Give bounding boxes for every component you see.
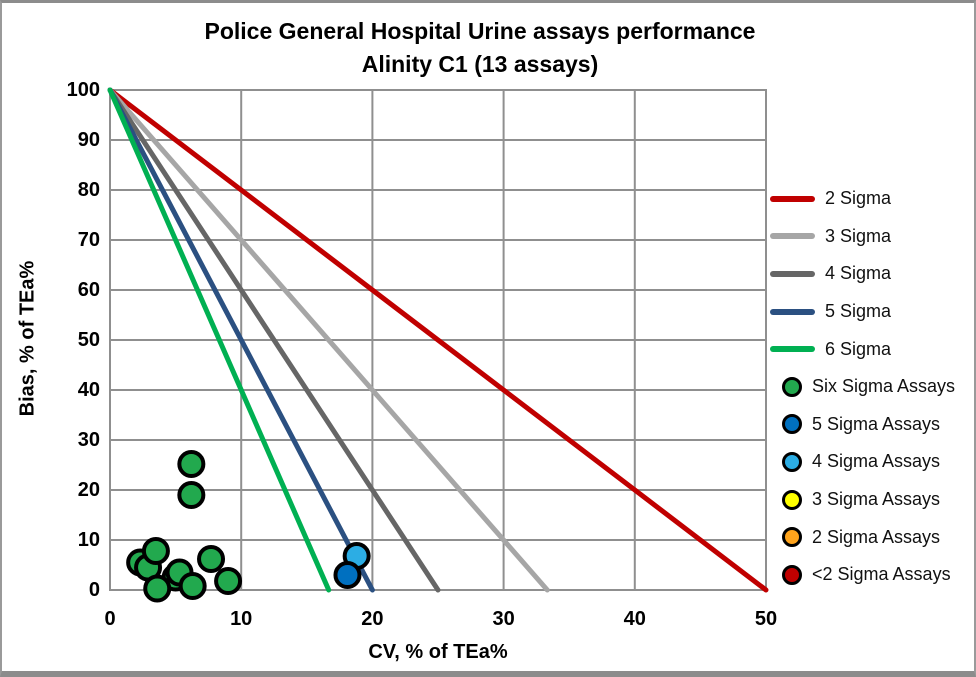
plot-area [107,87,769,603]
legend-marker-swatch [782,489,802,510]
sigma-line-3-sigma [107,87,550,593]
y-tick-label: 20 [77,479,100,501]
y-tick-label: 0 [88,579,100,601]
data-point-six-sigma-assays [197,545,226,573]
data-point-six-sigma-assays [177,481,206,509]
legend-item: 3 Sigma [766,218,974,256]
data-point-six-sigma-assays [177,450,206,478]
y-axis-title: Bias, % of TEa% [16,260,39,417]
legend: 2 Sigma 3 Sigma 4 Sigma 5 Sigma 6 Sigma Six S… [766,180,974,594]
legend-item: 4 Sigma [766,255,974,293]
y-tick-label: 100 [66,79,100,101]
data-point-six-sigma-assays [178,572,207,600]
x-tick-label: 0 [104,608,116,630]
legend-marker-swatch [782,414,802,435]
y-tick-label: 90 [77,129,100,151]
legend-item: <2 Sigma Assays [766,556,974,594]
y-tick-label: 60 [77,279,100,301]
legend-marker-swatch [782,376,802,397]
legend-marker-swatch [782,564,802,585]
x-tick-label: 50 [754,608,778,630]
legend-item: 3 Sigma Assays [766,481,974,519]
data-point-six-sigma-assays [143,574,172,603]
legend-label: 2 Sigma Assays [812,526,941,547]
y-tick-label: 70 [77,229,100,251]
legend-item: 2 Sigma [766,180,974,218]
y-tick-label: 80 [77,179,100,201]
y-tick-label: 10 [77,529,100,551]
legend-line-swatch [770,346,815,353]
legend-marker-swatch [782,451,802,472]
legend-label: 3 Sigma [825,225,892,246]
legend-label: 5 Sigma [825,301,892,322]
chart-title-box: Police General Hospital Urine assays per… [2,15,958,81]
sigma-line-4-sigma [107,87,441,593]
sigma-line-2-sigma [107,87,769,593]
legend-line-swatch [770,308,815,315]
y-tick-label: 50 [77,329,100,351]
legend-line-swatch [770,233,815,240]
chart-subtitle: Alinity C1 (13 assays) [361,51,599,77]
legend-label: <2 Sigma Assays [812,564,951,585]
data-point-six-sigma-assays [141,537,170,565]
x-tick-label: 20 [361,608,384,630]
y-tick-label: 40 [77,379,100,401]
legend-line-swatch [770,195,815,202]
y-tick-label: 30 [77,429,100,451]
chart-title: Police General Hospital Urine assays per… [204,18,756,44]
legend-line-swatch [770,270,815,277]
x-tick-label: 40 [623,608,646,630]
legend-item: 4 Sigma Assays [766,443,974,481]
legend-item: Six Sigma Assays [766,368,974,406]
legend-label: 5 Sigma Assays [812,413,941,434]
legend-label: 6 Sigma [825,338,892,359]
data-point-5-sigma-assays [333,561,362,589]
legend-label: 4 Sigma Assays [812,451,941,472]
legend-label: 2 Sigma [825,188,892,209]
x-tick-label: 30 [492,608,515,630]
legend-item: 5 Sigma [766,293,974,331]
legend-marker-swatch [782,527,802,548]
sigma-line-6-sigma [107,87,332,593]
legend-item: 5 Sigma Assays [766,406,974,444]
sigma-line-5-sigma [107,87,375,593]
legend-item: 6 Sigma [766,330,974,368]
x-axis-title: CV, % of TEa% [368,641,508,663]
data-point-six-sigma-assays [214,567,243,595]
x-tick-label: 10 [230,608,253,630]
legend-label: 4 Sigma [825,263,892,284]
legend-label: Six Sigma Assays [812,376,956,397]
legend-item: 2 Sigma Assays [766,518,974,556]
legend-label: 3 Sigma Assays [812,489,941,510]
